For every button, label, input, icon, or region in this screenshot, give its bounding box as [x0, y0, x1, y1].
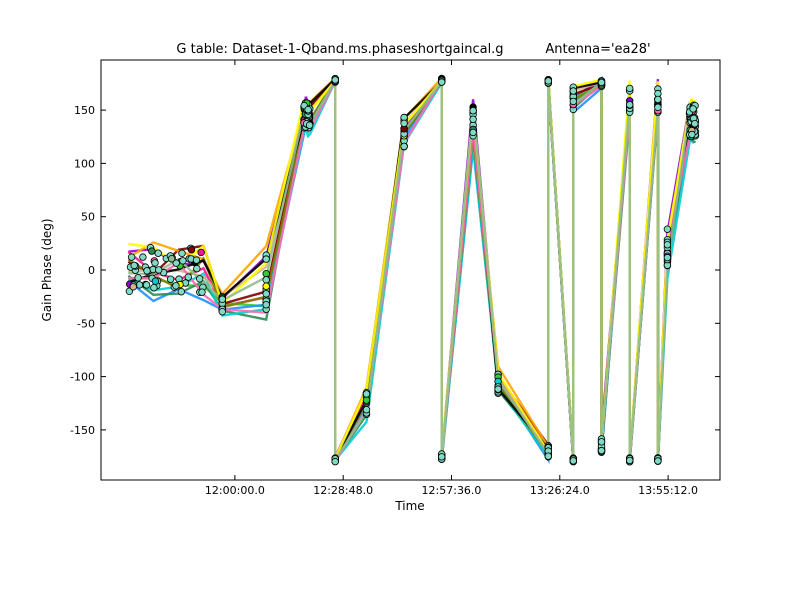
y-axis: -150 -100 -50 0 50 100 150 [70, 104, 720, 437]
data-point [142, 281, 151, 289]
data-point [654, 95, 662, 104]
data-point [597, 446, 606, 455]
data-point [262, 270, 270, 278]
data-point [331, 457, 339, 466]
data-point [400, 119, 408, 127]
data-point [663, 225, 672, 233]
data-point [262, 276, 270, 284]
data-point [597, 438, 606, 446]
y-tick-label: 0 [88, 264, 95, 277]
x-tick-label: 12:28:48.0 [313, 484, 373, 497]
y-tick-label: -100 [70, 371, 95, 384]
y-tick-label: -150 [70, 424, 95, 437]
data-point [304, 105, 312, 114]
data-point [688, 130, 696, 139]
data-point [626, 84, 634, 93]
data-point [597, 78, 606, 87]
chart-title: G table: Dataset-1-Qband.ms.phaseshortga… [176, 42, 503, 57]
data-point [166, 275, 175, 283]
data-point [569, 87, 577, 95]
data-point [469, 115, 477, 123]
y-tick-label: 100 [74, 157, 95, 170]
data-point [139, 253, 147, 261]
data-point [494, 385, 502, 393]
data-point [154, 266, 163, 274]
data-point [362, 390, 371, 398]
data-point [129, 283, 137, 291]
data-point [218, 308, 226, 316]
data-point [262, 255, 270, 263]
data-point [154, 249, 162, 257]
chart-subtitle: Antenna='ea28' [545, 42, 650, 57]
data-point [400, 142, 408, 151]
data-point [192, 256, 201, 264]
plot-area [125, 74, 700, 467]
data-point [151, 259, 159, 267]
data-point [544, 77, 552, 85]
data-point [654, 103, 662, 111]
data-point [654, 457, 662, 465]
x-tick-label: 12:57:36.0 [422, 484, 482, 497]
y-tick-label: -50 [77, 317, 95, 330]
data-point [362, 406, 371, 414]
x-tick-label: 13:55:12.0 [638, 484, 698, 497]
data-point [262, 282, 270, 290]
data-point [184, 273, 192, 281]
data-point [134, 274, 142, 282]
x-tick-label: 12:00:00.0 [205, 484, 265, 497]
y-tick-label: 50 [81, 211, 95, 224]
data-point [151, 277, 160, 285]
data-point [689, 105, 697, 113]
x-axis-label: Time [394, 499, 424, 513]
x-tick-label: 13:26:24.0 [530, 484, 590, 497]
data-point [331, 76, 339, 84]
data-point [178, 249, 186, 257]
data-point [177, 288, 185, 296]
data-point [469, 106, 477, 115]
data-point [172, 259, 180, 267]
data-point [218, 295, 226, 303]
data-point [544, 452, 552, 460]
data-point [195, 275, 204, 283]
data-point [172, 282, 180, 290]
data-point [569, 97, 577, 106]
data-point [438, 453, 446, 461]
data-point [127, 253, 136, 261]
data-point [469, 128, 477, 137]
data-point [143, 267, 151, 275]
data-point [663, 240, 672, 249]
x-axis: 12:00:00.0 12:28:48.0 12:57:36.0 13:26:24.0… [205, 60, 698, 497]
data-point [626, 100, 634, 109]
data-point [148, 247, 156, 255]
data-point [569, 457, 577, 465]
y-axis-label: Gain Phase (deg) [40, 218, 54, 321]
data-point [626, 456, 634, 465]
data-point [663, 253, 672, 262]
data-point [305, 121, 314, 129]
data-point [262, 301, 270, 309]
data-point [193, 264, 201, 273]
data-point [130, 261, 138, 270]
y-tick-label: 150 [74, 104, 95, 117]
data-point [198, 288, 206, 296]
data-point [362, 396, 371, 404]
data-point [179, 257, 187, 265]
data-point [438, 78, 446, 86]
data-point [150, 284, 158, 292]
data-point [197, 248, 205, 257]
data-point [187, 245, 196, 254]
data-point [262, 290, 270, 298]
data-point [167, 255, 176, 263]
data-point [691, 119, 699, 128]
